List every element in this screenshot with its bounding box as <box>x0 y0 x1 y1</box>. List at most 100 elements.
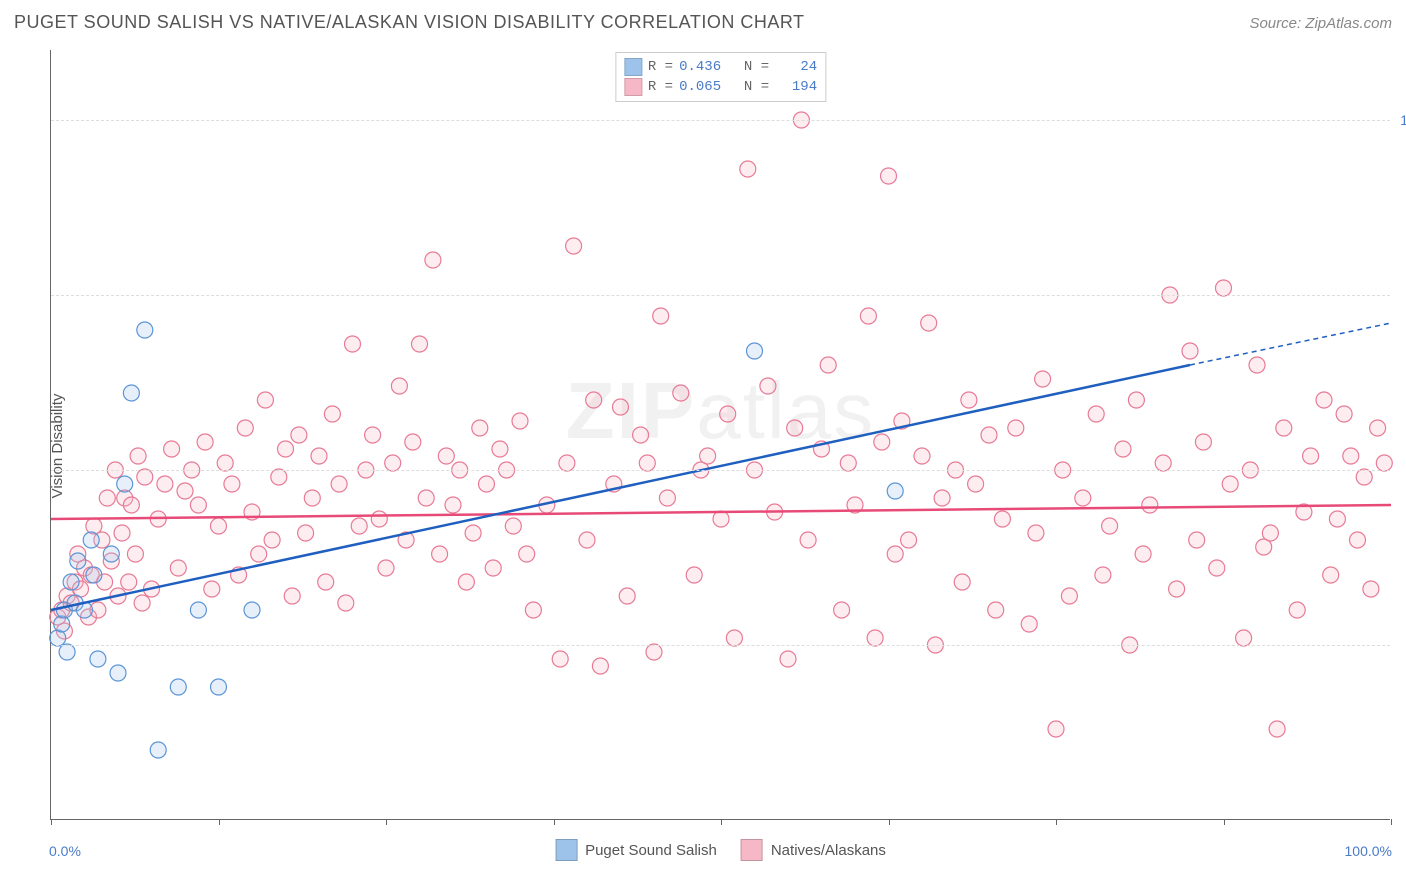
scatter-point <box>197 434 213 450</box>
scatter-point <box>559 455 575 471</box>
chart-header: PUGET SOUND SALISH VS NATIVE/ALASKAN VIS… <box>14 12 1392 33</box>
x-axis-max-label: 100.0% <box>1345 843 1392 859</box>
scatter-point <box>887 483 903 499</box>
scatter-point <box>566 238 582 254</box>
legend-n-value: 194 <box>775 77 817 97</box>
scatter-point <box>1142 497 1158 513</box>
scatter-point <box>934 490 950 506</box>
legend-series-item: Puget Sound Salish <box>555 839 717 861</box>
scatter-point <box>224 476 240 492</box>
scatter-point <box>324 406 340 422</box>
gridline <box>51 295 1390 296</box>
scatter-point <box>1195 434 1211 450</box>
scatter-point <box>190 497 206 513</box>
scatter-point <box>505 518 521 534</box>
legend-row: R = 0.065 N = 194 <box>624 77 817 97</box>
scatter-point <box>472 420 488 436</box>
scatter-point <box>860 308 876 324</box>
scatter-point <box>887 546 903 562</box>
scatter-point <box>1370 420 1386 436</box>
x-tick <box>1224 819 1225 825</box>
legend-text: N = <box>727 57 769 77</box>
legend-swatch <box>555 839 577 861</box>
scatter-point <box>117 476 133 492</box>
scatter-point <box>445 497 461 513</box>
scatter-point <box>1249 357 1265 373</box>
scatter-point <box>1135 546 1151 562</box>
scatter-point <box>99 490 115 506</box>
scatter-point <box>1343 448 1359 464</box>
scatter-point <box>639 455 655 471</box>
scatter-point <box>726 630 742 646</box>
scatter-point <box>1269 721 1285 737</box>
legend-series-label: Puget Sound Salish <box>585 842 717 859</box>
scatter-point <box>840 455 856 471</box>
scatter-point <box>63 574 79 590</box>
scatter-point <box>405 434 421 450</box>
scatter-point <box>1008 420 1024 436</box>
scatter-point <box>512 413 528 429</box>
scatter-point <box>211 679 227 695</box>
scatter-point <box>552 651 568 667</box>
legend-swatch <box>624 78 642 96</box>
scatter-point <box>994 511 1010 527</box>
scatter-point <box>121 574 137 590</box>
scatter-point <box>1155 455 1171 471</box>
scatter-point <box>170 679 186 695</box>
scatter-point <box>1289 602 1305 618</box>
scatter-point <box>981 427 997 443</box>
scatter-point <box>686 567 702 583</box>
scatter-point <box>244 602 260 618</box>
scatter-point <box>123 497 139 513</box>
scatter-point <box>137 469 153 485</box>
scatter-point <box>653 308 669 324</box>
scatter-point <box>278 441 294 457</box>
x-tick <box>721 819 722 825</box>
legend-series-item: Natives/Alaskans <box>741 839 886 861</box>
scatter-point <box>264 532 280 548</box>
scatter-point <box>351 518 367 534</box>
scatter-point <box>1115 441 1131 457</box>
scatter-point <box>1095 567 1111 583</box>
chart-source: Source: ZipAtlas.com <box>1249 15 1392 32</box>
legend-series-label: Natives/Alaskans <box>771 842 886 859</box>
scatter-point <box>961 392 977 408</box>
plot-area: ZIPatlas R = 0.436 N = 24R = 0.065 N = 1… <box>50 50 1390 820</box>
scatter-point <box>83 532 99 548</box>
scatter-point <box>1276 420 1292 436</box>
scatter-point <box>1336 406 1352 422</box>
scatter-point <box>177 483 193 499</box>
scatter-point <box>311 448 327 464</box>
scatter-point <box>331 476 347 492</box>
scatter-point <box>432 546 448 562</box>
gridline <box>51 470 1390 471</box>
scatter-point <box>740 161 756 177</box>
scatter-point <box>1222 476 1238 492</box>
scatter-point <box>914 448 930 464</box>
legend-n-value: 24 <box>775 57 817 77</box>
x-tick <box>51 819 52 825</box>
scatter-point <box>1356 469 1372 485</box>
legend-text: R = <box>648 77 673 97</box>
scatter-point <box>1061 588 1077 604</box>
scatter-point <box>86 518 102 534</box>
scatter-point <box>371 511 387 527</box>
scatter-point <box>211 518 227 534</box>
scatter-point <box>713 511 729 527</box>
scatter-point <box>1182 343 1198 359</box>
scatter-point <box>365 427 381 443</box>
scatter-point <box>54 616 70 632</box>
scatter-point <box>700 448 716 464</box>
scatter-point <box>217 455 233 471</box>
scatter-point <box>633 427 649 443</box>
legend-text: R = <box>648 57 673 77</box>
scatter-point <box>613 399 629 415</box>
scatter-point <box>1262 525 1278 541</box>
x-axis-min-label: 0.0% <box>49 843 81 859</box>
scatter-point <box>338 595 354 611</box>
scatter-point <box>720 406 736 422</box>
scatter-point <box>1329 511 1345 527</box>
scatter-point <box>1048 721 1064 737</box>
scatter-point <box>954 574 970 590</box>
scatter-point <box>968 476 984 492</box>
